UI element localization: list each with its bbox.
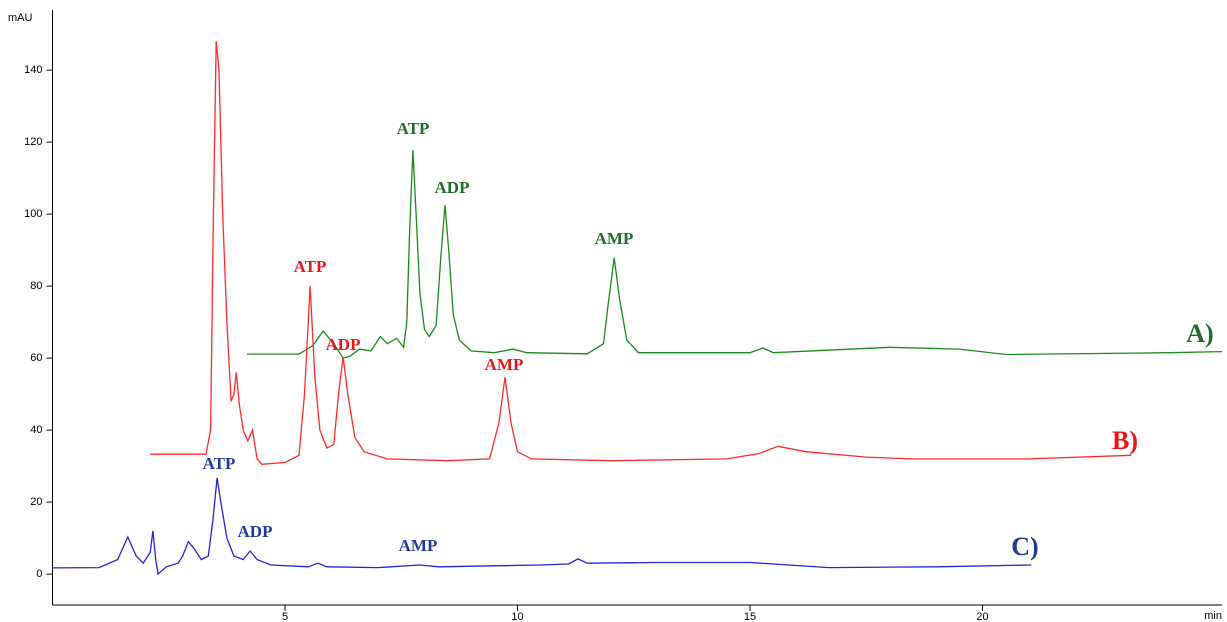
trace <box>52 477 1032 576</box>
y-tick-label: 40 <box>30 424 42 436</box>
y-tick-label: 60 <box>30 352 42 364</box>
peak-label: ADP <box>435 178 470 197</box>
x-tick-label: 15 <box>744 611 756 622</box>
y-tick-label: 120 <box>24 136 42 148</box>
y-tick-label: 0 <box>36 568 42 580</box>
peak-label: ADP <box>326 335 361 354</box>
y-tick-label: 80 <box>30 280 42 292</box>
y-tick-label: 140 <box>24 64 42 76</box>
series-name: B) <box>1112 426 1138 455</box>
peak-label: ATP <box>294 257 327 276</box>
peak-label: AMP <box>399 536 438 555</box>
peak-label: AMP <box>595 229 634 248</box>
y-axis-unit: mAU <box>8 12 33 24</box>
series-name: C) <box>1011 532 1038 561</box>
peak-label: ADP <box>238 522 273 541</box>
x-tick-label: 20 <box>976 611 988 622</box>
peak-label: ATP <box>203 454 236 473</box>
x-axis-unit: min <box>1204 610 1222 622</box>
peak-label: ATP <box>397 119 430 138</box>
peak-label: AMP <box>485 355 524 374</box>
x-tick-label: 10 <box>511 611 523 622</box>
y-tick-label: 20 <box>30 496 42 508</box>
series-name: A) <box>1186 319 1213 348</box>
x-tick-label: 5 <box>282 611 288 622</box>
trace <box>150 41 1132 465</box>
y-tick-label: 100 <box>24 208 42 220</box>
trace <box>246 149 1223 359</box>
